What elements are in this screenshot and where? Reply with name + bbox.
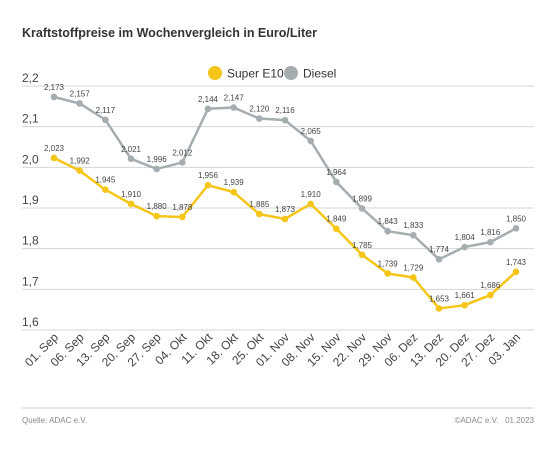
- data-label: 2,021: [121, 145, 142, 154]
- data-point: [127, 155, 135, 163]
- data-point: [153, 165, 160, 173]
- data-label: 1,653: [429, 294, 450, 303]
- data-label: 1,992: [70, 157, 91, 166]
- y-tick-label: 1,6: [22, 315, 39, 329]
- data-label: 1,729: [403, 264, 424, 273]
- data-label: 1,996: [147, 155, 168, 164]
- data-point: [307, 137, 314, 145]
- data-label: 1,885: [249, 200, 270, 209]
- data-point: [127, 200, 135, 208]
- data-point: [76, 100, 83, 107]
- y-tick-label: 1,8: [22, 234, 39, 248]
- data-label: 1,945: [95, 176, 116, 185]
- data-label: 2,065: [301, 127, 322, 136]
- data-point: [153, 212, 160, 220]
- data-label: 1,899: [352, 194, 373, 203]
- data-point: [435, 305, 443, 312]
- data-label: 1,850: [506, 214, 527, 223]
- data-point: [410, 231, 417, 239]
- data-label: 1,774: [429, 245, 450, 254]
- data-label: 1,910: [121, 190, 142, 199]
- legend-swatch: [284, 66, 298, 80]
- legend-label: Diesel: [303, 67, 336, 81]
- data-point: [256, 115, 263, 122]
- data-point: [230, 104, 237, 111]
- data-point: [102, 186, 109, 193]
- data-label: 1,833: [403, 221, 424, 230]
- data-point: [50, 154, 58, 162]
- data-point: [410, 274, 417, 281]
- data-point: [512, 268, 520, 276]
- y-tick-label: 2,1: [22, 112, 39, 126]
- legend-swatch: [208, 66, 222, 80]
- data-label: 1,739: [378, 259, 399, 268]
- data-point: [50, 93, 58, 101]
- data-label: 1,843: [378, 217, 399, 226]
- legend: Super E10 Diesel: [208, 66, 336, 81]
- data-label: 2,117: [96, 106, 116, 115]
- data-point: [487, 291, 494, 299]
- series-super-e10: 2,023 1,992 1,945 1,910 1,880 1,878 1,956 1,939…: [44, 144, 527, 312]
- data-point: [256, 210, 263, 218]
- data-point: [435, 255, 443, 263]
- series-line: [53, 156, 517, 310]
- data-point: [333, 178, 340, 186]
- data-point: [461, 301, 468, 309]
- series-layer: 2,023 1,992 1,945 1,910 1,880 1,878 1,956 1,939…: [44, 83, 527, 312]
- data-label: 1,964: [326, 168, 347, 177]
- source-note: Quelle: ADAC e.V.: [22, 416, 87, 425]
- data-point: [281, 116, 289, 124]
- y-tick-label: 2,2: [22, 71, 39, 85]
- data-label: 2,173: [44, 83, 65, 92]
- data-point: [102, 116, 109, 124]
- data-point: [487, 238, 494, 246]
- data-label: 2,144: [198, 95, 219, 104]
- chart-title: Kraftstoffpreise im Wochenvergleich in E…: [22, 26, 317, 40]
- data-point: [204, 181, 212, 189]
- data-label: 1,956: [198, 171, 219, 180]
- y-tick-label: 1,7: [22, 274, 39, 288]
- data-point: [307, 200, 314, 208]
- data-label: 2,012: [172, 148, 193, 157]
- data-point: [281, 215, 289, 223]
- data-point: [358, 251, 366, 259]
- data-label: 2,120: [249, 105, 270, 114]
- grid-lines: [22, 85, 534, 331]
- data-label: 1,743: [506, 258, 527, 267]
- data-label: 1,849: [326, 215, 347, 224]
- y-axis-ticks: 1,6 1,7 1,8 1,9 2,0 2,1 2,2: [22, 71, 39, 329]
- y-tick-label: 1,9: [22, 193, 39, 207]
- data-point: [179, 213, 186, 221]
- data-point: [76, 167, 83, 174]
- data-point: [384, 227, 391, 235]
- data-point: [230, 188, 237, 196]
- data-label: 1,661: [455, 291, 476, 300]
- data-label: 2,147: [224, 94, 245, 103]
- data-label: 1,873: [275, 205, 296, 214]
- data-label: 2,157: [70, 89, 91, 98]
- series-diesel: 2,173 2,157 2,117 2,021 1,996 2,012 2,144 2,147…: [44, 83, 527, 263]
- data-label: 2,116: [275, 106, 295, 115]
- data-point: [384, 270, 391, 277]
- data-label: 1,910: [301, 190, 322, 199]
- data-label: 1,804: [455, 233, 476, 242]
- data-point: [461, 243, 468, 251]
- data-label: 1,939: [224, 178, 245, 187]
- data-label: 1,880: [147, 202, 168, 211]
- data-point: [512, 225, 520, 232]
- data-point: [179, 159, 186, 166]
- data-point: [333, 225, 340, 233]
- data-label: 2,023: [44, 144, 65, 153]
- data-label: 1,878: [172, 203, 193, 212]
- legend-label: Super E10: [227, 67, 284, 81]
- copyright-note: ©ADAC e.V. 01.2023: [455, 416, 535, 425]
- y-tick-label: 2,0: [22, 152, 39, 166]
- data-label: 1,686: [480, 281, 501, 290]
- data-point: [204, 105, 212, 113]
- data-label: 1,816: [480, 228, 501, 237]
- data-point: [358, 205, 366, 212]
- data-label: 1,785: [352, 241, 373, 250]
